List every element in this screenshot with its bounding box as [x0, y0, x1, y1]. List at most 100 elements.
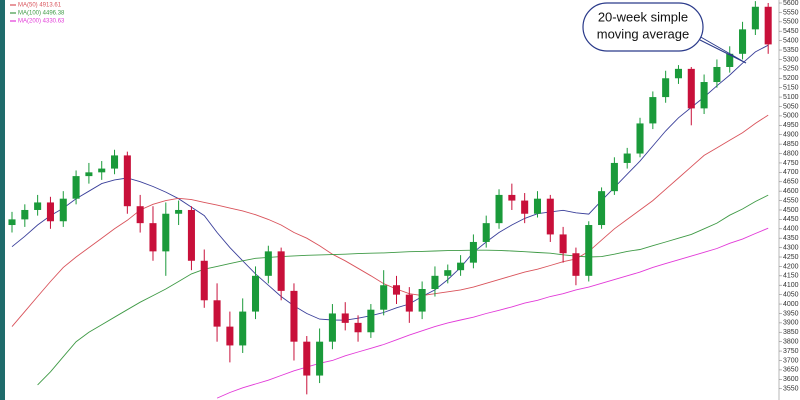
candle-body: [8, 219, 16, 226]
y-tick-label: 4400: [783, 226, 799, 233]
y-tick-label: 4650: [783, 179, 799, 186]
candle-body: [764, 6, 772, 45]
plot-area: [8, 1, 772, 399]
candle-body: [162, 213, 170, 252]
legend-label: MA(50) 4913.61: [18, 3, 62, 9]
candle-body: [405, 294, 413, 312]
annotation-text: moving average: [597, 26, 690, 41]
candle-body: [546, 198, 554, 235]
candle-body: [508, 194, 516, 201]
y-tick-label: 4500: [783, 207, 799, 214]
y-tick-label: 4050: [783, 291, 799, 298]
y-tick-label: 4700: [783, 169, 799, 176]
annotation-text: 20-week simple: [598, 9, 688, 24]
candle-body: [316, 341, 324, 376]
candle-body: [649, 97, 657, 124]
annotation-bubble: [582, 2, 704, 52]
y-tick-label: 5450: [783, 28, 799, 35]
y-tick-label: 4000: [783, 301, 799, 308]
candle-body: [431, 275, 439, 289]
candle-body: [72, 176, 80, 199]
y-tick-label: 3950: [783, 310, 799, 317]
y-tick-label: 5250: [783, 66, 799, 73]
candle-body: [187, 209, 195, 261]
candle-body: [726, 53, 734, 67]
y-tick-label: 4950: [783, 122, 799, 129]
y-tick-label: 4600: [783, 188, 799, 195]
candle-body: [123, 155, 131, 207]
candle-body: [34, 202, 42, 210]
candle-body: [200, 260, 208, 301]
candle-body: [380, 285, 388, 310]
y-tick-label: 4250: [783, 254, 799, 261]
candle-body: [610, 162, 618, 192]
y-tick-label: 4750: [783, 160, 799, 167]
candle-body: [290, 290, 298, 342]
candle-body: [598, 191, 606, 226]
y-tick-label: 4850: [783, 141, 799, 148]
candle-body: [136, 206, 144, 224]
y-tick-label: 5300: [783, 56, 799, 63]
candle-body: [213, 300, 221, 327]
y-tick-label: 4100: [783, 282, 799, 289]
candle-body: [559, 234, 567, 254]
candle-body: [572, 253, 580, 276]
candle-body: [418, 288, 426, 312]
candle-body: [367, 309, 375, 333]
candle-body: [111, 155, 119, 169]
candle-body: [533, 198, 542, 214]
candle-body: [469, 241, 477, 263]
candle-body: [303, 341, 311, 376]
side-bar: [0, 0, 5, 400]
y-tick-label: 5500: [783, 19, 799, 26]
candle-body: [636, 123, 644, 154]
candle-body: [674, 68, 682, 79]
candle-body: [341, 313, 349, 323]
candle-body: [585, 225, 593, 276]
candle-body: [354, 322, 362, 333]
candle-body: [482, 223, 490, 242]
y-tick-label: 5400: [783, 37, 799, 44]
y-tick-label: 4150: [783, 273, 799, 280]
candle-body: [21, 209, 29, 220]
y-tick-label: 3650: [783, 367, 799, 374]
candle-body: [457, 262, 465, 271]
candle-body: [46, 202, 54, 222]
y-tick-label: 3600: [783, 376, 799, 383]
candle-body: [251, 275, 260, 312]
candle-body: [495, 194, 503, 224]
y-tick-label: 4550: [783, 197, 799, 204]
candle-body: [713, 66, 721, 83]
y-tick-label: 5000: [783, 113, 799, 120]
candle-body: [277, 251, 285, 291]
ma-line: [11, 44, 769, 321]
y-tick-label: 5100: [783, 94, 799, 101]
candle-body: [85, 172, 93, 177]
candle-body: [392, 285, 401, 295]
y-tick-label: 3850: [783, 329, 799, 336]
y-tick-label: 4800: [783, 150, 799, 157]
candle-body: [751, 6, 759, 30]
y-tick-label: 4350: [783, 235, 799, 242]
y-tick-label: 4900: [783, 132, 799, 139]
candle-body: [175, 209, 183, 214]
y-tick-label: 4300: [783, 244, 799, 251]
candle-body: [226, 326, 234, 346]
legend-label: MA(200) 4330.63: [18, 19, 65, 25]
y-tick-label: 5350: [783, 47, 799, 54]
y-tick-label: 3800: [783, 339, 799, 346]
y-tick-label: 5150: [783, 85, 799, 92]
candle-body: [149, 223, 157, 252]
annotation: 20-week simple moving average: [582, 2, 747, 64]
legend-label: MA(100) 4496.38: [18, 11, 65, 17]
y-tick-label: 5600: [783, 0, 799, 7]
candle-body: [687, 68, 695, 109]
y-tick-label: 5200: [783, 75, 799, 82]
y-tick-label: 3550: [783, 386, 799, 393]
y-tick-label: 5550: [783, 9, 799, 16]
y-tick-label: 4450: [783, 216, 799, 223]
candle-body: [623, 153, 631, 163]
candle-body: [264, 251, 272, 276]
